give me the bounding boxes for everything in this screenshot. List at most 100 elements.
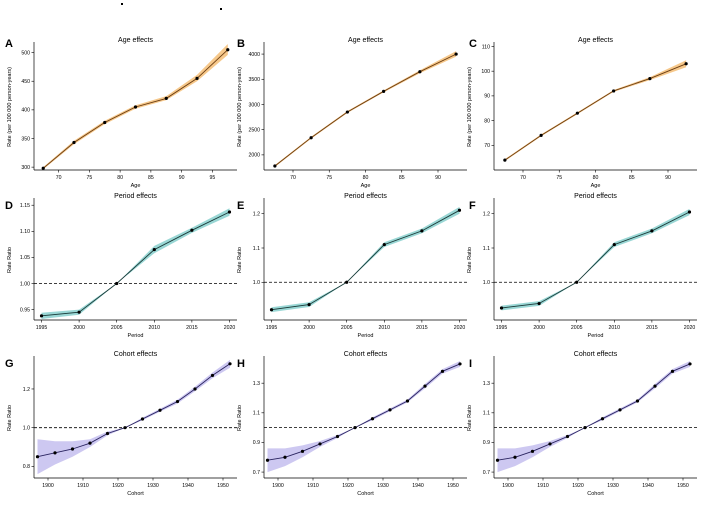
data-point [228,362,232,366]
data-point [687,210,692,214]
data-point [653,384,657,388]
data-point [513,455,517,459]
data-point [548,442,552,446]
data-point [670,369,675,373]
data-point [353,426,357,430]
y-tick-label: 1.1 [483,411,490,417]
y-tick-label: 450 [21,79,30,85]
data-point [307,302,311,307]
panel-title: Period effects [114,193,157,200]
x-tick-label: 2000 [303,325,315,331]
x-tick-label: 80 [363,175,369,181]
data-point [105,431,110,436]
x-tick-label: 1995 [496,325,508,331]
x-axis-label: Cohort [357,491,374,497]
panel-c: C Age effects 70 80 90 100 110 70 75 80 85 90 Age Rat… [467,37,697,189]
data-point [648,76,652,81]
data-point [530,449,535,453]
data-point [195,76,199,80]
series-line [497,363,691,461]
data-point [72,140,76,145]
x-tick-label: 2015 [186,325,198,331]
panel-letter: I [469,358,472,370]
data-point [388,408,392,412]
panel-title: Cohort effects [344,351,388,358]
x-tick-label: 85 [399,175,405,181]
data-point [193,387,197,391]
confidence-band [274,51,457,167]
y-axis-label: Rate (per 100 000 person-years) [237,67,243,147]
y-tick-label: 3500 [248,77,260,83]
x-tick-label: 2015 [646,325,658,331]
panel-letter: E [237,200,244,212]
data-point [600,417,605,421]
data-point [565,434,570,439]
x-axis-label: Age [591,183,601,189]
data-point [420,229,424,233]
x-tick-label: 2000 [533,325,545,331]
panel-title: Cohort effects [574,351,618,358]
data-point [423,384,427,388]
data-point [495,458,500,462]
data-point [77,310,81,314]
y-axis-label: Rate Ratio [7,405,13,431]
data-point [158,408,162,412]
data-point [583,426,587,430]
panel-title: Period effects [574,193,617,200]
y-axis-label: Rate Ratio [467,247,473,273]
panel-e: E Period effects 1.0 1.1 1.2 1995 2000 2005 2010… [237,193,467,339]
y-axis-label: Rate Ratio [7,247,13,273]
y-tick-label: 4000 [248,52,260,58]
x-tick-label: 1910 [537,483,549,489]
x-axis-label: Period [128,333,144,339]
confidence-band [271,206,460,313]
x-tick-label: 90 [179,175,185,181]
data-point [382,89,386,93]
y-tick-label: 0.95 [20,307,30,313]
y-tick-label: 0.9 [253,440,260,446]
x-axis-label: Cohort [587,491,604,497]
x-tick-label: 1940 [642,483,654,489]
x-tick-label: 2010 [379,325,391,331]
panel-letter: H [237,358,245,370]
data-point [41,166,45,170]
x-tick-label: 1950 [447,483,459,489]
y-tick-label: 1.2 [253,212,260,218]
y-tick-label: 1.1 [253,246,260,252]
y-tick-label: 2500 [248,127,260,133]
y-tick-label: 1.00 [20,281,30,287]
y-tick-label: 350 [21,136,30,142]
x-tick-label: 1940 [412,483,424,489]
x-tick-label: 70 [520,175,526,181]
x-tick-label: 75 [556,175,562,181]
x-tick-label: 1910 [307,483,319,489]
y-tick-label: 100 [481,69,490,75]
confidence-band [41,208,230,319]
y-tick-label: 1.2 [23,387,30,393]
data-point [575,111,579,115]
y-tick-label: 0.7 [483,470,490,476]
x-tick-label: 2000 [73,325,85,331]
x-axis-label: Cohort [127,491,144,497]
y-tick-label: 90 [484,94,490,100]
y-tick-label: 1.3 [253,381,260,387]
data-point [405,399,410,403]
data-point [273,164,277,168]
confidence-band [504,60,687,162]
y-tick-label: 3000 [248,102,260,108]
x-tick-label: 1910 [77,483,89,489]
data-point [300,449,305,453]
y-tick-label: 1.05 [20,255,30,261]
y-tick-label: 0.7 [253,470,260,476]
data-point [133,105,138,109]
y-axis-label: Rate (per 100 000 person-years) [7,67,13,147]
confidence-band [497,361,690,473]
panel-title: Period effects [344,193,387,200]
data-point [265,458,270,462]
x-axis-label: Period [588,333,604,339]
y-tick-label: 0.8 [23,464,30,470]
panel-title: Cohort effects [114,351,158,358]
data-point [345,280,349,284]
data-point [283,455,287,459]
